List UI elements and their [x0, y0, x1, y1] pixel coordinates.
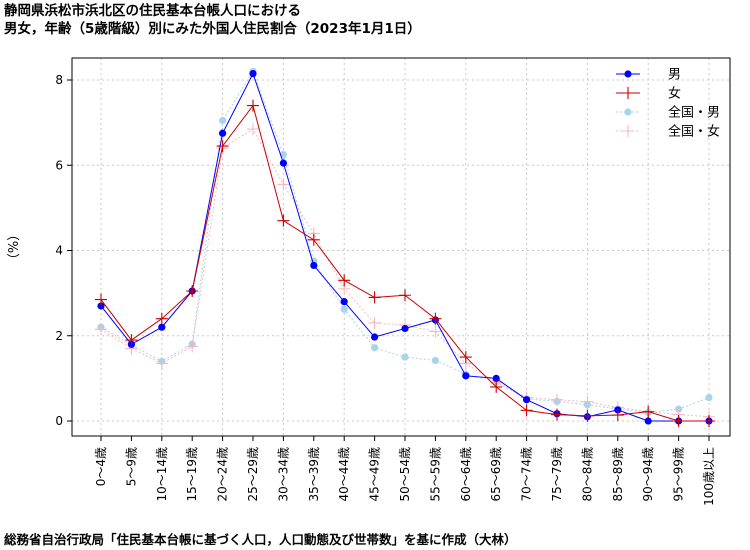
- data-point: [155, 357, 168, 370]
- data-point: [581, 409, 594, 422]
- data-point: [523, 396, 531, 404]
- y-tick-label: 2: [55, 329, 63, 343]
- data-point: [644, 417, 652, 425]
- x-tick-label: 65～69歳: [489, 447, 503, 502]
- y-tick-label: 6: [55, 158, 63, 172]
- data-point: [520, 404, 533, 417]
- data-point: [399, 289, 411, 302]
- data-point: [340, 305, 348, 313]
- data-point: [277, 214, 290, 227]
- x-tick-label: 35～39歳: [307, 447, 321, 502]
- x-tick-label: 30～34歳: [276, 447, 290, 502]
- data-point: [703, 415, 715, 427]
- x-tick-label: 70～74歳: [520, 447, 534, 502]
- x-tick-label: 80～84歳: [580, 447, 594, 502]
- x-tick-label: 60～64歳: [459, 447, 473, 502]
- x-tick-label: 75～79歳: [550, 447, 564, 502]
- data-point: [125, 334, 138, 347]
- x-tick-label: 25～29歳: [246, 447, 260, 502]
- data-point: [368, 316, 381, 329]
- data-point: [97, 302, 105, 310]
- x-tick-label: 15～19歳: [185, 447, 199, 502]
- data-point: [95, 293, 107, 306]
- data-point: [219, 129, 227, 137]
- data-point: [279, 159, 287, 167]
- chart-title: 静岡県浜松市浜北区の住民基本台帳人口における 男女，年齢（5歳階級）別にみた外国…: [4, 2, 421, 38]
- data-point: [672, 415, 685, 427]
- data-point: [371, 344, 379, 352]
- y-tick-label: 8: [55, 73, 63, 87]
- data-point: [462, 372, 470, 380]
- x-tick-label: 90～94歳: [641, 447, 655, 502]
- x-tick-label: 45～49歳: [368, 447, 382, 502]
- series-line: [100, 70, 710, 413]
- data-point: [429, 325, 442, 338]
- data-point: [551, 408, 563, 421]
- data-point: [247, 99, 259, 112]
- data-point: [307, 233, 320, 246]
- data-point: [249, 70, 257, 78]
- x-tick-label: 0～4歳: [94, 447, 108, 486]
- plot-frame: [71, 57, 731, 437]
- x-tick-label: 10～14歳: [155, 447, 169, 502]
- data-point: [429, 312, 442, 325]
- x-tick-label: 95～99歳: [672, 447, 686, 502]
- y-axis-label: （%）: [7, 228, 22, 266]
- data-point: [216, 140, 229, 153]
- data-point: [310, 261, 318, 270]
- chart-title-line2: 男女，年齢（5歳階級）別にみた外国人住民割合（2023年1月1日）: [4, 21, 421, 37]
- data-point: [95, 323, 107, 336]
- data-point: [431, 356, 439, 365]
- x-tick-label: 100歳以上: [702, 447, 716, 506]
- data-point: [490, 380, 503, 393]
- data-point: [338, 274, 351, 287]
- data-point: [368, 291, 381, 304]
- data-point: [581, 395, 594, 408]
- x-tick-label: 40～44歳: [337, 447, 351, 502]
- legend-label: 女: [668, 86, 681, 102]
- data-point: [340, 298, 348, 306]
- source-note: 総務省自治行政局「住民基本台帳に基づく人口，人口動態及び世帯数」を基に作成（大林…: [4, 532, 517, 547]
- y-tick-label: 4: [55, 244, 63, 258]
- legend-label: 全国・女: [668, 124, 720, 140]
- data-point: [219, 116, 227, 125]
- y-tick-label: 0: [55, 414, 63, 428]
- data-point: [277, 178, 290, 191]
- x-tick-label: 55～59歳: [428, 447, 442, 502]
- data-point: [611, 409, 624, 422]
- x-tick-label: 20～24歳: [216, 447, 230, 502]
- chart-title-line1: 静岡県浜松市浜北区の住民基本台帳人口における: [4, 3, 301, 19]
- data-point: [401, 324, 409, 333]
- data-point: [705, 393, 713, 402]
- data-point: [459, 351, 472, 364]
- x-tick-label: 85～89歳: [611, 447, 625, 502]
- legend-marker: [622, 87, 634, 99]
- legend-label: 全国・男: [668, 105, 720, 121]
- data-point: [401, 353, 409, 361]
- data-point: [158, 323, 166, 331]
- legend-marker: [622, 125, 634, 137]
- legend-label: 男: [668, 68, 681, 83]
- data-point: [186, 284, 199, 297]
- data-point: [551, 393, 563, 406]
- data-point: [642, 405, 655, 418]
- legend-marker: [624, 70, 632, 78]
- x-tick-label: 5～9歳: [124, 447, 138, 486]
- data-point: [155, 312, 168, 325]
- data-point: [371, 333, 379, 341]
- data-point: [186, 340, 199, 353]
- data-point: [492, 374, 500, 382]
- data-point: [247, 123, 259, 136]
- x-tick-label: 50～54歳: [398, 447, 412, 502]
- legend-marker: [624, 108, 632, 116]
